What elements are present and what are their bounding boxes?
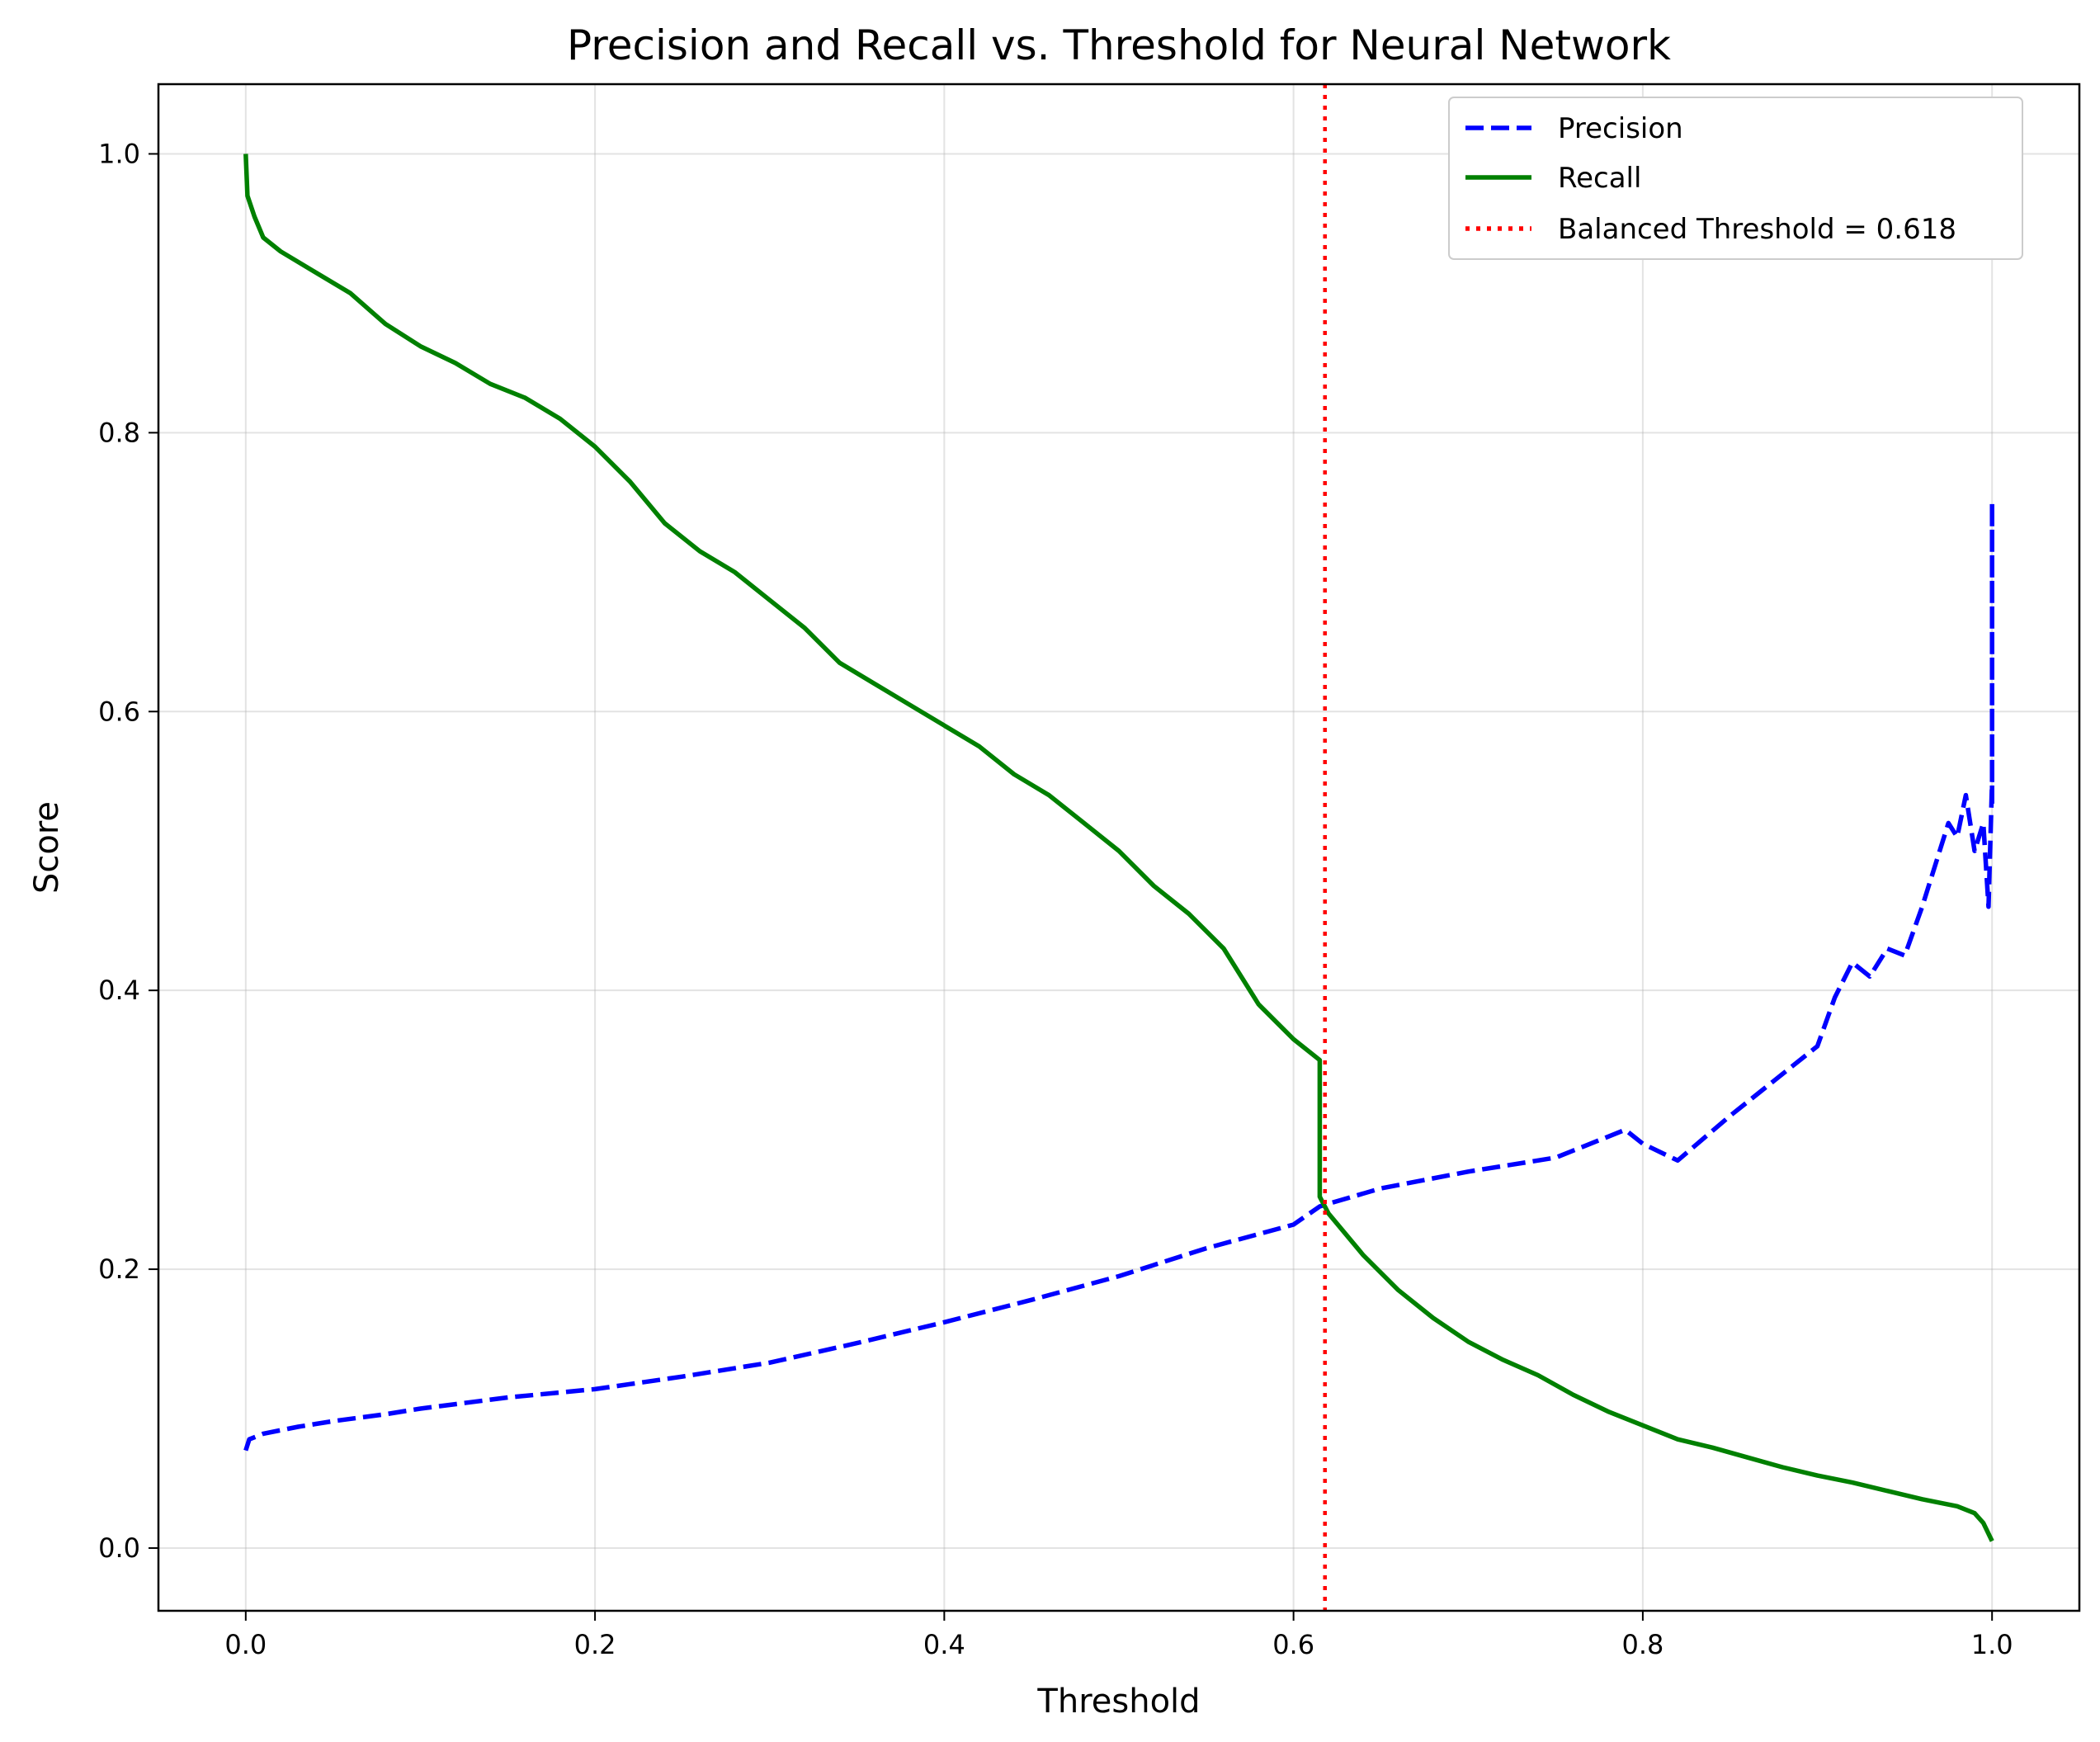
x-tick-label: 0.0 — [224, 1629, 267, 1660]
recall-line — [243, 153, 1994, 1542]
plot-area — [243, 84, 1994, 1611]
y-tick-label: 0.4 — [98, 975, 140, 1006]
legend-threshold-label: Balanced Threshold = 0.618 — [1558, 213, 1956, 246]
axis-ticks: 0.0 0.2 0.4 0.6 0.8 1.0 0.0 0.2 0.4 0.6 0.8 1.0 — [98, 138, 2013, 1660]
precision-line — [243, 500, 1994, 1452]
x-tick-label: 0.2 — [574, 1629, 616, 1660]
y-tick-label: 0.8 — [98, 417, 140, 448]
x-tick-label: 0.4 — [923, 1629, 965, 1660]
legend-recall-label: Recall — [1558, 162, 1641, 195]
y-tick-label: 0.2 — [98, 1253, 140, 1285]
x-tick-label: 0.6 — [1272, 1629, 1314, 1660]
axes-frame — [157, 83, 2081, 1612]
chart-title: Precision and Recall vs. Threshold for N… — [567, 21, 1671, 69]
y-tick-label: 1.0 — [98, 138, 140, 169]
x-tick-label: 0.8 — [1621, 1629, 1663, 1660]
legend-precision-label: Precision — [1558, 112, 1683, 145]
y-tick-label: 0.0 — [98, 1532, 140, 1564]
x-tick-label: 1.0 — [1971, 1629, 2013, 1660]
y-axis-label: Score — [28, 801, 66, 894]
legend-box — [1448, 97, 2023, 260]
legend: Precision Recall Balanced Threshold = 0.… — [1448, 97, 2023, 260]
y-tick-label: 0.6 — [98, 696, 140, 727]
x-axis-label: Threshold — [1036, 1683, 1200, 1721]
